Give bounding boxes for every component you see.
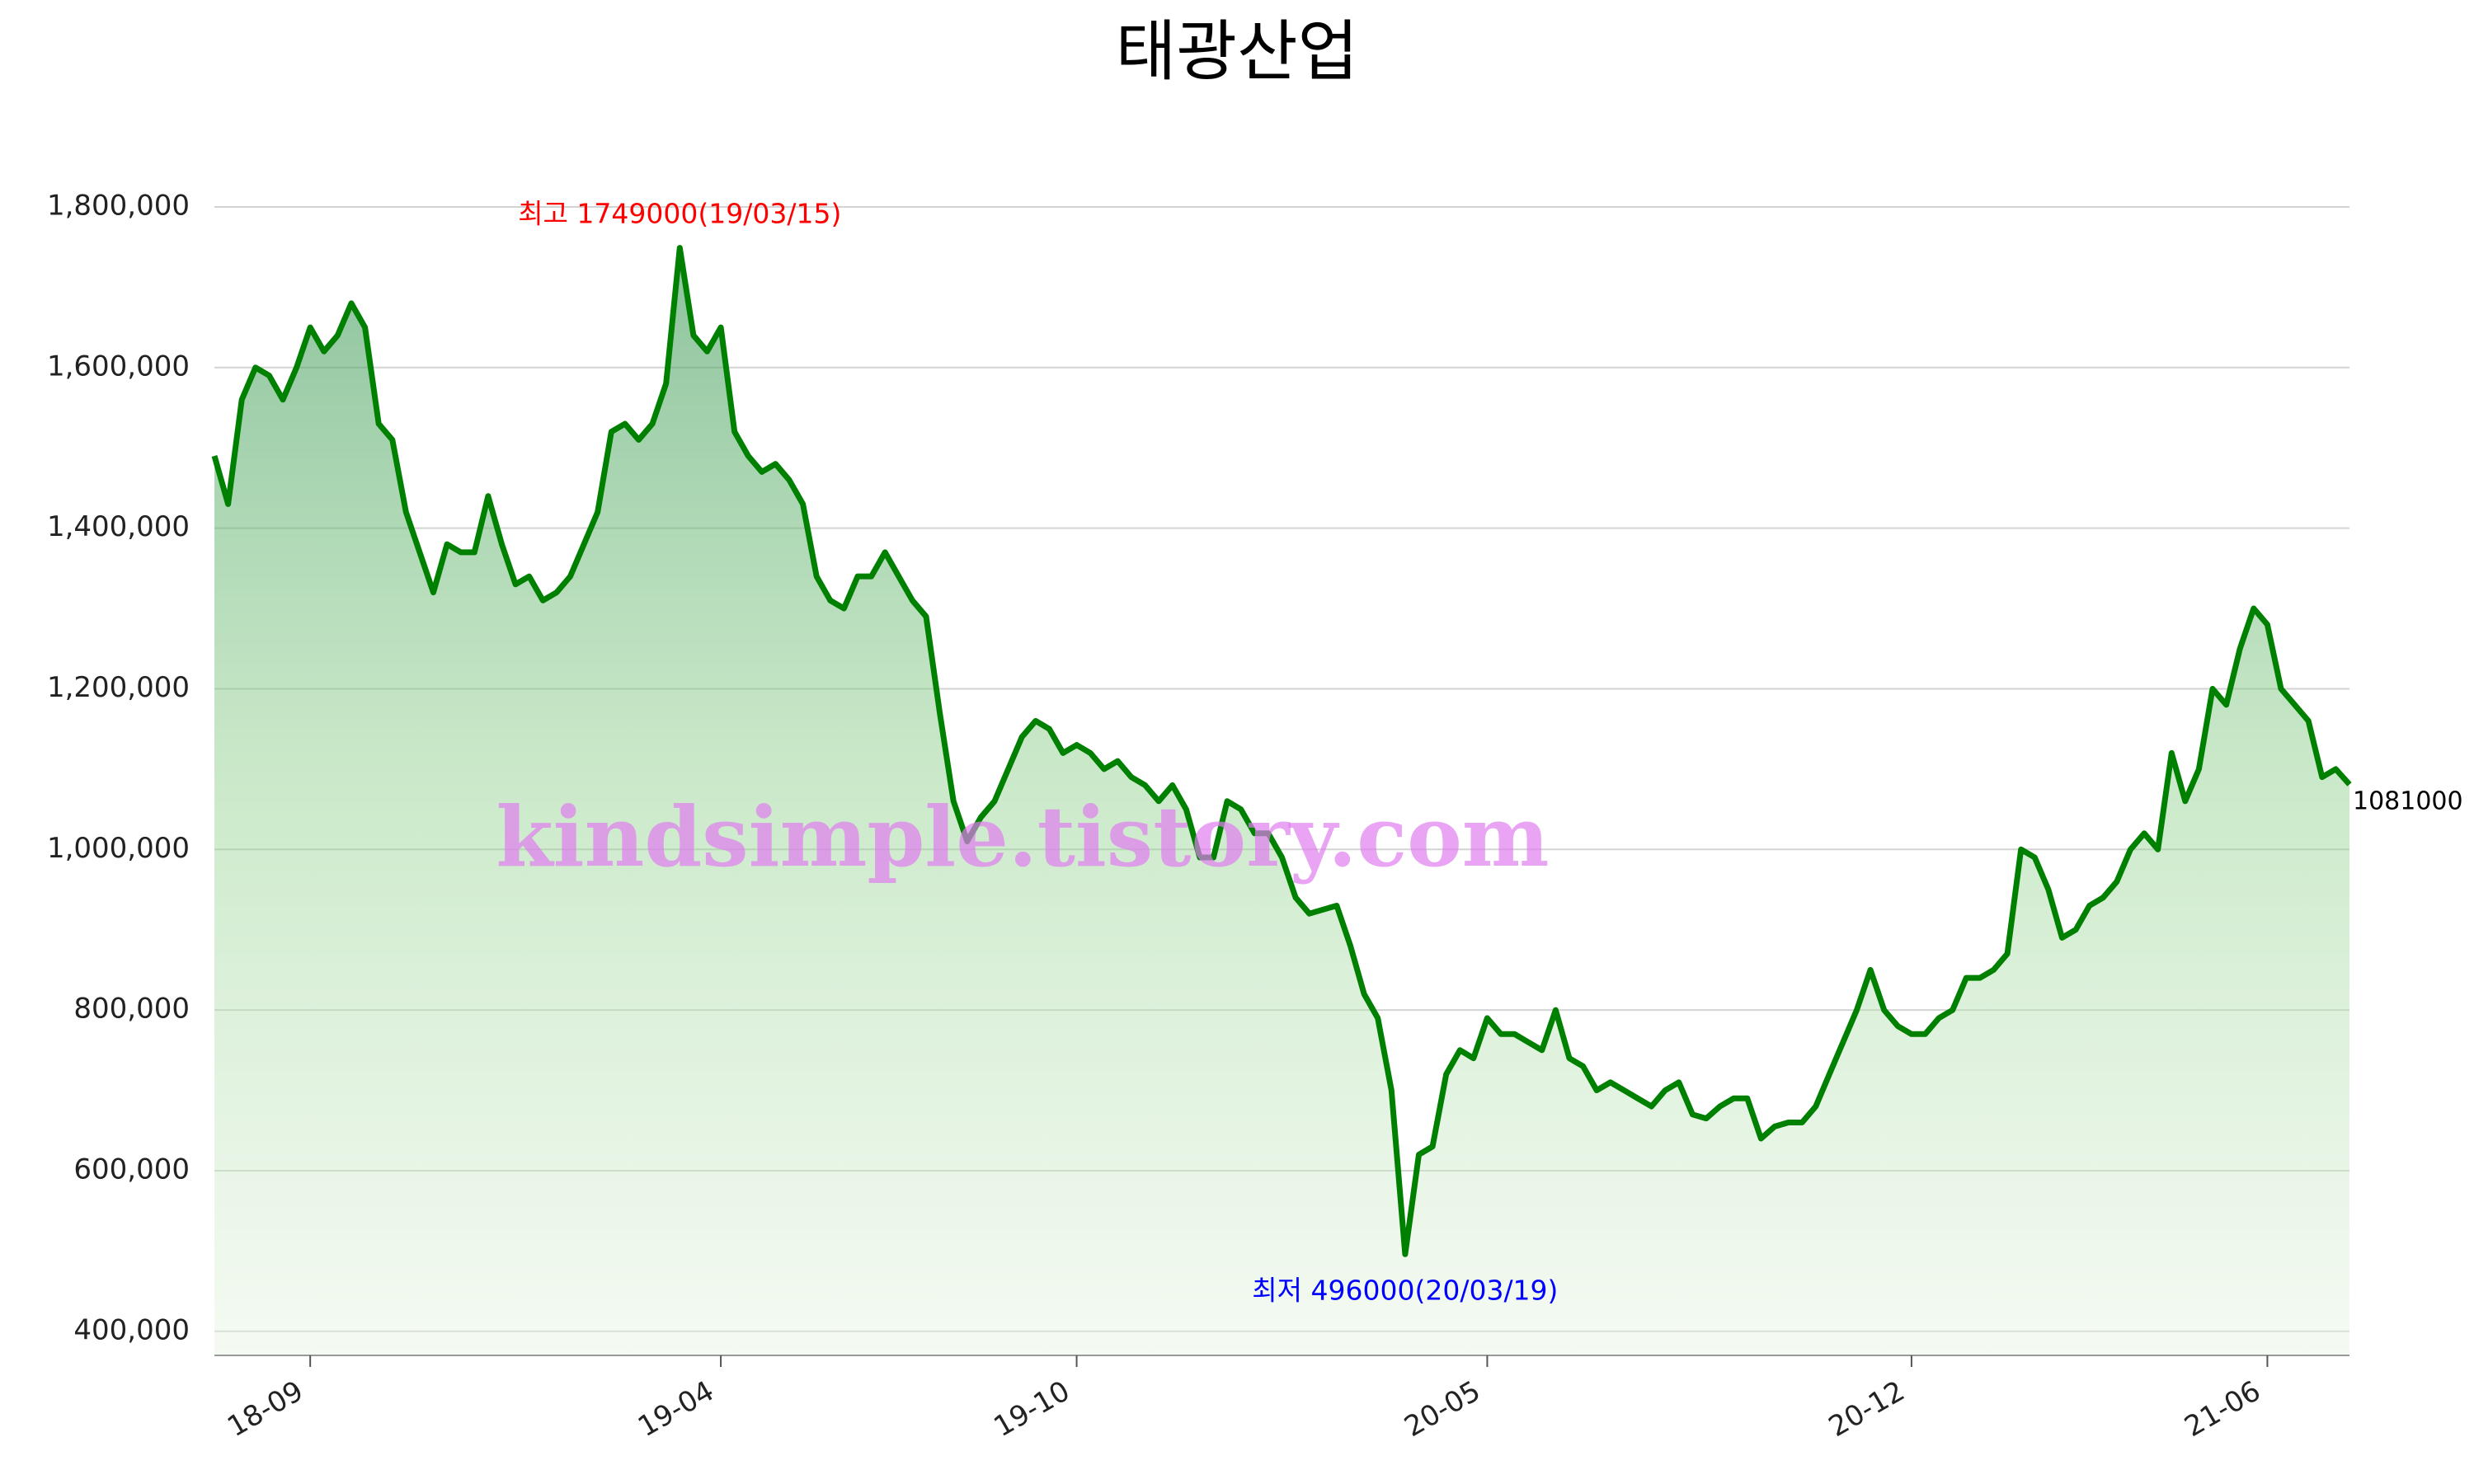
annotation-high: 최고 1749000(19/03/15) (518, 198, 841, 230)
area (214, 247, 2349, 1356)
x-tick-label: 19-10 (988, 1374, 1075, 1444)
x-tick-label: 19-04 (633, 1374, 720, 1444)
annotation-low: 최저 496000(20/03/19) (1252, 1274, 1558, 1306)
x-tick-label: 21-06 (2179, 1374, 2266, 1444)
y-tick-label: 1,000,000 (47, 832, 190, 865)
x-tick-label: 18-09 (222, 1374, 309, 1444)
y-tick-label: 800,000 (73, 993, 190, 1026)
line (211, 245, 2352, 1257)
chart-title: 태광산업 (1116, 13, 1358, 90)
y-tick-label: 1,600,000 (47, 350, 190, 383)
y-tick-label: 400,000 (73, 1313, 190, 1346)
y-tick-label: 600,000 (73, 1153, 190, 1186)
x-tick-label: 20-05 (1399, 1374, 1486, 1444)
y-tick-label: 1,800,000 (47, 189, 190, 222)
annotation-last: 1081000 (2353, 787, 2463, 815)
y-tick-label: 1,400,000 (47, 510, 190, 543)
y-tick-label: 1,200,000 (47, 671, 190, 704)
x-tick-label: 20-12 (1823, 1374, 1911, 1444)
watermark: kindsimple.tistory.com (496, 788, 1549, 885)
